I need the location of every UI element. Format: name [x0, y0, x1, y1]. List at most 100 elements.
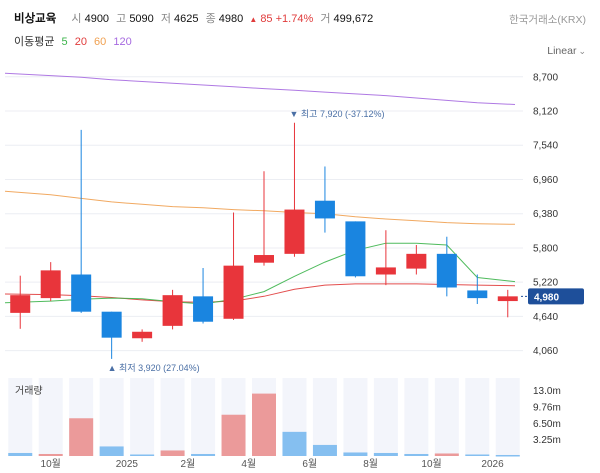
volume-tick-label: 9.76m	[533, 402, 561, 413]
scale-label: Linear	[547, 45, 577, 57]
volume-tick-label: 3.25m	[533, 435, 561, 446]
data-source: 한국거래소(KRX)	[509, 14, 586, 26]
volume-column-bg	[191, 378, 216, 456]
volume-bar	[191, 453, 216, 456]
price-tick-label: 7,540	[533, 141, 558, 152]
volume-axis: 13.0m 9.76m 6.50m 3.25m	[533, 386, 561, 446]
volume-chart	[8, 378, 520, 457]
low-value: 4625	[174, 13, 199, 25]
time-tick-label: 6월	[302, 458, 317, 470]
time-tick-label: 2월	[180, 458, 195, 470]
time-tick-label: 10월	[421, 458, 441, 470]
volume-tick-label: 6.50m	[533, 419, 561, 430]
high-label: 고	[116, 13, 127, 25]
high-value: 5090	[129, 13, 154, 25]
time-axis: 10월 2025 2월 4월 6월 8월 10월 2026	[41, 458, 505, 470]
volume-column-bg	[130, 378, 155, 456]
price-tick-label: 5,800	[533, 243, 558, 254]
change-percent: +1.74%	[275, 13, 314, 25]
candle-body	[345, 221, 366, 277]
price-tick-label: 5,220	[533, 278, 558, 289]
candle-body	[497, 296, 518, 302]
open-label: 시	[71, 13, 82, 25]
volume-column-bg	[373, 378, 398, 456]
volume-column-bg	[8, 378, 33, 456]
volume-bar	[252, 393, 276, 456]
low-annotation: ▲ 최저 3,920 (27.04%)	[108, 363, 200, 373]
time-tick-label: 10월	[41, 458, 61, 470]
volume-bar	[99, 446, 124, 456]
volume-bar	[404, 453, 429, 456]
candle-body	[375, 267, 396, 275]
ma-120-label[interactable]: 120	[113, 36, 132, 48]
candle-body	[314, 200, 335, 219]
candle-body	[193, 296, 214, 322]
volume-column-bg	[312, 378, 337, 456]
volume-column-bg	[404, 378, 429, 456]
chevron-down-icon: ⌄	[578, 46, 586, 56]
volume-bar	[130, 454, 155, 456]
candle-body	[284, 209, 305, 254]
time-tick-label: 8월	[363, 458, 378, 470]
volume-column-bg	[434, 378, 459, 456]
candle-body	[101, 311, 122, 338]
volume-bar	[465, 454, 490, 456]
volume-column-bg	[38, 378, 63, 456]
volume-bar	[434, 453, 459, 456]
volume-bar	[221, 414, 246, 456]
current-price-tag	[528, 288, 584, 305]
volume-bar	[38, 453, 63, 456]
volume-tick-label: 13.0m	[533, 386, 561, 397]
close-value: 4980	[218, 13, 244, 25]
close-label: 종	[205, 13, 216, 25]
ma-20-label[interactable]: 20	[74, 36, 87, 48]
volume-column-bg	[495, 378, 520, 456]
volume-bar	[69, 418, 94, 456]
volume-bar	[282, 431, 307, 456]
change-arrow-icon: ▲	[249, 15, 258, 24]
volume-panel-title: 거래량	[15, 386, 43, 397]
volume-bar	[343, 452, 368, 456]
ma-legend-label: 이동평균	[14, 36, 55, 48]
candle-body	[223, 265, 244, 319]
candle-body	[10, 295, 31, 313]
price-tick-label: 8,120	[533, 106, 558, 117]
stock-name: 비상교육	[14, 13, 57, 25]
ma-60-label[interactable]: 60	[94, 36, 107, 48]
candle-body	[467, 290, 488, 299]
price-tick-label: 4,640	[533, 312, 558, 323]
volume-column-bg	[160, 378, 185, 456]
time-tick-label: 2025	[116, 459, 139, 470]
annotations: ▼ 최고 7,920 (-37.12%) ▲ 최저 3,920 (27.04%)	[108, 109, 385, 373]
price-axis: 8,700 8,120 7,540 6,960 6,380 5,800 5,220 4,640…	[521, 72, 584, 357]
ma120-line	[4, 72, 516, 105]
scale-toggle[interactable]: Linear ⌄	[547, 45, 586, 57]
volume-bar	[160, 450, 185, 456]
time-tick-label: 4월	[241, 458, 256, 470]
volume-bar	[8, 452, 33, 456]
candle-body	[162, 295, 183, 326]
candles	[10, 122, 518, 359]
moving-average-legend: 이동평균 5 20 60 120	[14, 33, 136, 49]
volume-column-bg	[343, 378, 368, 456]
current-price-label: 4,980	[534, 292, 559, 303]
candle-body	[71, 274, 92, 312]
candle-body	[40, 270, 61, 299]
low-label: 저	[160, 13, 171, 25]
candle-body	[132, 331, 153, 339]
ma5-line	[4, 242, 516, 305]
candle-body	[406, 253, 427, 269]
high-annotation: ▼ 최고 7,920 (-37.12%)	[289, 109, 384, 119]
volume-column-bg	[99, 378, 124, 456]
ma20-line	[4, 283, 516, 303]
volume-bar	[495, 454, 520, 457]
stock-header: 비상교육 시 4900 고 5090 저 4625 종 4980 ▲ 85 +1…	[14, 10, 373, 26]
price-tick-label: 4,060	[533, 346, 558, 357]
candle-body	[436, 253, 457, 288]
volume-column-bg	[465, 378, 490, 456]
change-value: 85	[260, 13, 273, 25]
ma-5-label[interactable]: 5	[61, 36, 68, 48]
volume-bar	[312, 444, 337, 456]
price-tick-label: 6,960	[533, 175, 558, 186]
